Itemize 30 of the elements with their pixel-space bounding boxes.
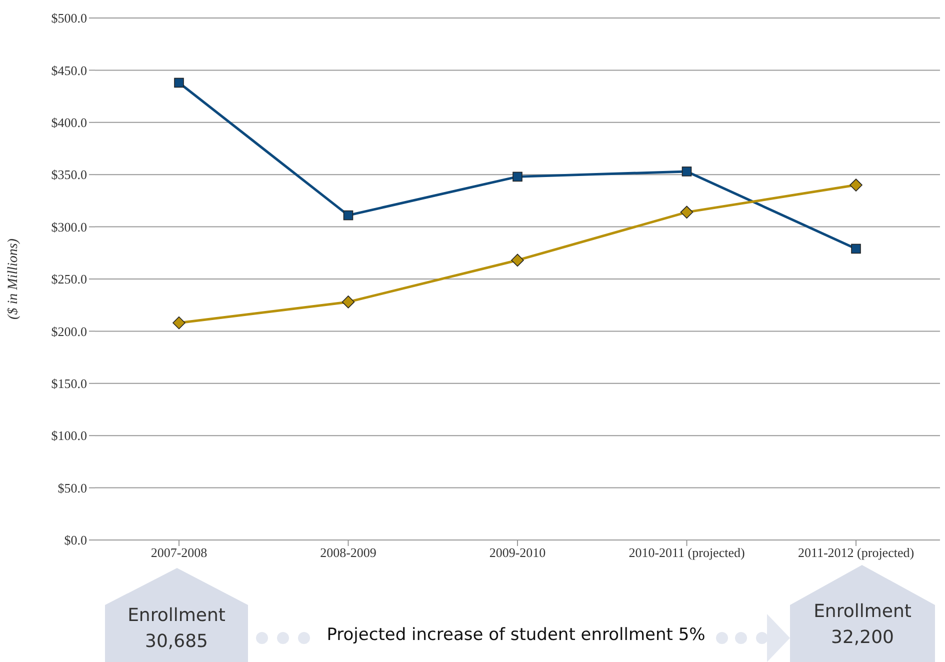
- y-tick-label: $250.0: [51, 272, 87, 287]
- x-tick-label: 2008-2009: [320, 545, 376, 560]
- y-axis-title: ($ in Millions): [6, 238, 21, 320]
- y-tick-label: $300.0: [51, 219, 87, 234]
- point: [680, 206, 694, 219]
- point: [342, 296, 355, 308]
- point: [850, 178, 862, 192]
- y-tick-label: $400.0: [51, 115, 87, 130]
- x-tick-label: 2010-2011 (projected): [628, 545, 745, 560]
- point: [174, 78, 184, 88]
- point: [682, 166, 692, 176]
- point: [343, 210, 354, 220]
- x-tick-label: 2011-2012 (projected): [798, 545, 914, 560]
- text: Projected increase of student enrollment 5%: [326, 625, 706, 645]
- y-tick-label: $150.0: [51, 376, 87, 392]
- y-tick-label: $200.0: [51, 324, 87, 339]
- y-tick-label: $450.0: [51, 62, 87, 78]
- y-tick-label: $0.0: [64, 532, 87, 548]
- text: Enrollment 30,685: [126, 604, 226, 654]
- point: [511, 254, 524, 267]
- point: [172, 316, 186, 330]
- y-tick-label: $50.0: [58, 480, 87, 496]
- point: [512, 172, 522, 182]
- y-tick-label: $100.0: [51, 428, 87, 444]
- y-tick-label: $500.0: [51, 10, 87, 26]
- y-tick-label: $350.0: [51, 167, 87, 182]
- text: Enrollment 32,200: [812, 600, 912, 650]
- point: [851, 244, 861, 254]
- x-tick-label: 2009-2010: [489, 545, 546, 560]
- x-tick-label: 2007-2008: [150, 545, 208, 560]
